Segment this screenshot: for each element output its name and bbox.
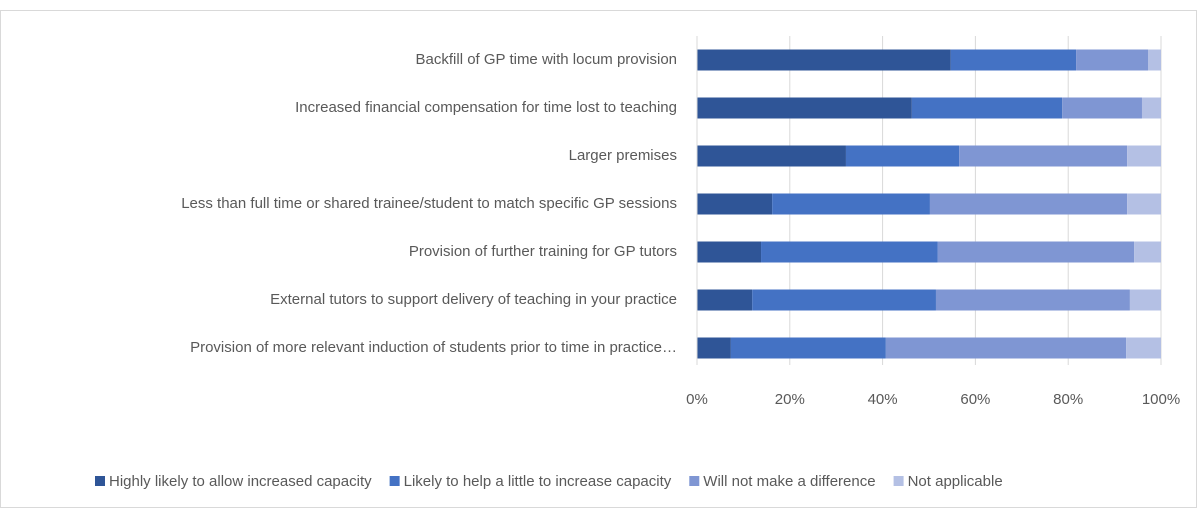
y-tick-label: Increased financial compensation for tim…	[295, 99, 677, 116]
bar-segment	[697, 337, 731, 359]
bar-segment	[885, 337, 1127, 359]
legend-swatch	[689, 476, 700, 486]
bar-segment	[1076, 49, 1149, 71]
bar-segment	[1129, 289, 1161, 311]
bar-segment	[697, 241, 762, 263]
bar-segment	[1127, 145, 1161, 167]
bar-segment	[697, 193, 773, 215]
bar-segment	[937, 241, 1135, 263]
bar-segment	[929, 193, 1128, 215]
x-tick-label: 0%	[686, 391, 708, 408]
bar-segment	[1127, 193, 1161, 215]
bar-segment	[950, 49, 1077, 71]
x-tick-label: 20%	[775, 391, 805, 408]
legend-swatch	[95, 476, 105, 486]
bar-segment	[772, 193, 930, 215]
bar-segment	[761, 241, 938, 263]
y-tick-label: Less than full time or shared trainee/st…	[181, 195, 677, 212]
y-tick-label: Provision of further training for GP tut…	[409, 243, 677, 260]
bar-segment	[697, 289, 753, 311]
legend-label: Will not make a difference	[703, 473, 875, 490]
x-tick-label: 40%	[868, 391, 898, 408]
bar-segment	[730, 337, 886, 359]
x-tick-label: 60%	[960, 391, 990, 408]
x-tick-label: 100%	[1142, 391, 1180, 408]
bar-segment	[845, 145, 960, 167]
bar-segment	[697, 49, 951, 71]
bar-segment	[752, 289, 936, 311]
legend-swatch	[893, 476, 904, 486]
legend-swatch	[389, 476, 400, 486]
bar-segment	[1141, 97, 1161, 119]
bar-segment	[935, 289, 1130, 311]
x-tick-label: 80%	[1053, 391, 1083, 408]
legend-label: Likely to help a little to increase capa…	[404, 473, 672, 490]
bar-segment	[1062, 97, 1142, 119]
y-tick-label: Provision of more relevant induction of …	[190, 339, 677, 356]
bar-segment	[697, 97, 912, 119]
bar-segment	[911, 97, 1063, 119]
legend-label: Not applicable	[908, 473, 1003, 490]
legend-label: Highly likely to allow increased capacit…	[109, 473, 372, 490]
bar-segment	[1126, 337, 1161, 359]
bar-segment	[1134, 241, 1161, 263]
bar-segment	[959, 145, 1128, 167]
y-tick-label: External tutors to support delivery of t…	[270, 291, 677, 308]
bar-segment	[1148, 49, 1161, 71]
y-tick-label: Larger premises	[569, 147, 677, 164]
bar-segment	[697, 145, 846, 167]
y-tick-label: Backfill of GP time with locum provision	[416, 51, 677, 68]
